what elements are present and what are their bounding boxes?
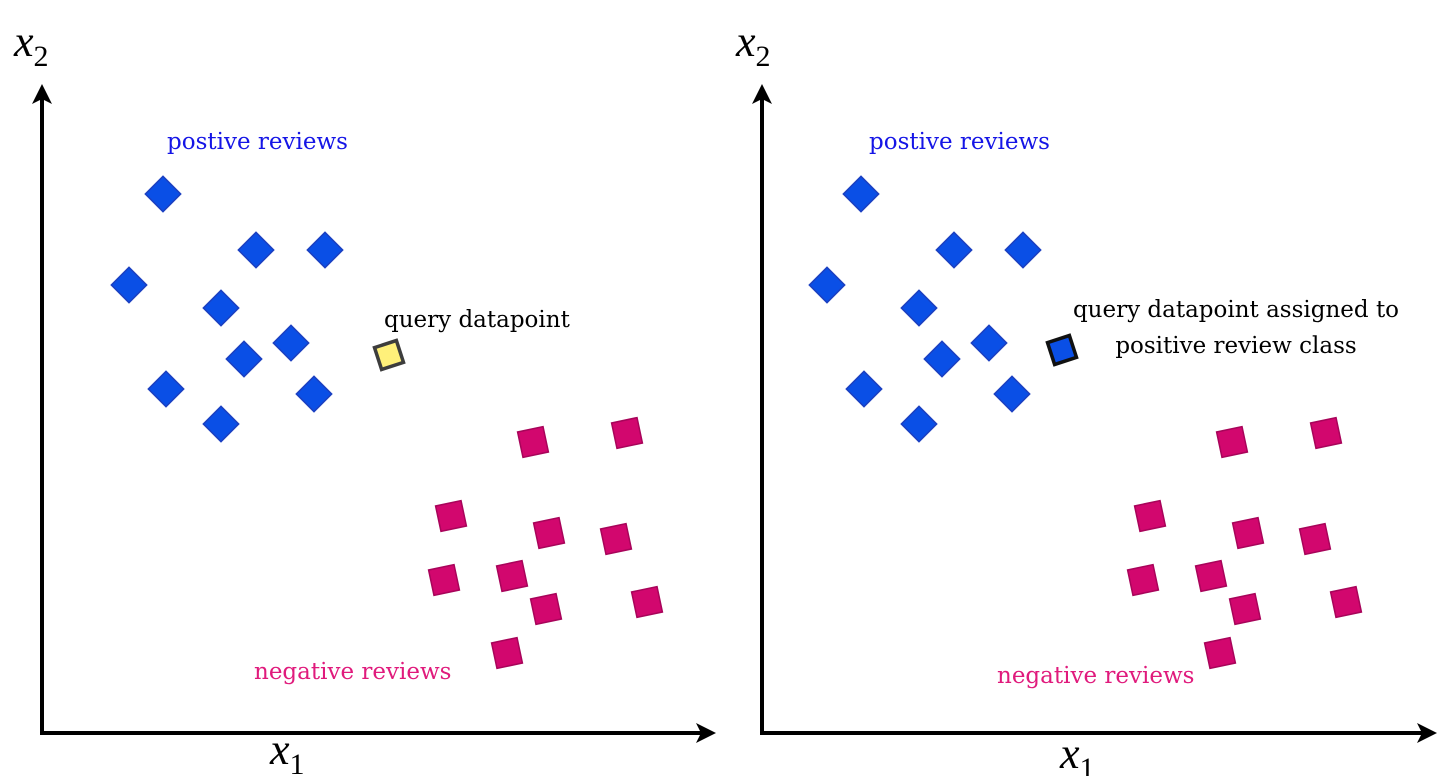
negative-point (1203, 636, 1237, 670)
positive-point (900, 289, 938, 327)
positive-point (202, 289, 240, 327)
negative-point (529, 592, 563, 626)
negative-point (610, 416, 644, 450)
positive-points (808, 175, 1042, 443)
positive-point (1004, 231, 1042, 269)
positive-point (295, 375, 333, 413)
positive-point (808, 266, 846, 304)
negative-point (516, 425, 550, 459)
negative-point (1194, 559, 1228, 593)
positive-point (147, 370, 185, 408)
negative-point (599, 522, 633, 556)
negative-point (532, 516, 566, 550)
positive-cluster-label: postive reviews (167, 129, 348, 155)
negative-point (1133, 499, 1167, 533)
x-axis-label: x1 (269, 725, 305, 776)
negative-points (427, 416, 664, 670)
query-point (372, 338, 406, 372)
negative-point (1309, 416, 1343, 450)
x-axis-label: x1 (1059, 729, 1095, 776)
positive-cluster-label: postive reviews (869, 129, 1050, 155)
positive-point (110, 266, 148, 304)
positive-point (202, 405, 240, 443)
positive-point (935, 231, 973, 269)
negative-point (1298, 522, 1332, 556)
negative-point (1228, 592, 1262, 626)
positive-point (900, 405, 938, 443)
negative-cluster-label: negative reviews (254, 659, 451, 685)
positive-point (144, 175, 182, 213)
y-axis-label: x2 (735, 17, 771, 73)
positive-point (306, 231, 344, 269)
panel-after: x2 x1 postive reviews negative reviews q… (735, 17, 1437, 776)
positive-point (842, 175, 880, 213)
negative-point (1126, 563, 1160, 597)
positive-point (845, 370, 883, 408)
panel-before: x2 x1 postive reviews negative reviews q… (13, 17, 716, 776)
positive-point (272, 324, 310, 362)
negative-cluster-label: negative reviews (997, 663, 1194, 689)
negative-point (427, 563, 461, 597)
negative-point (1329, 585, 1363, 619)
y-axis-label: x2 (13, 17, 49, 73)
positive-points (110, 175, 344, 443)
query-label: query datapoint assigned to (1073, 297, 1399, 323)
positive-point (993, 375, 1031, 413)
negative-point (434, 499, 468, 533)
positive-point (237, 231, 275, 269)
query-point (1045, 333, 1079, 367)
negative-points (1126, 416, 1363, 670)
query-label: positive review class (1115, 333, 1356, 359)
positive-point (225, 340, 263, 378)
negative-point (1231, 516, 1265, 550)
negative-point (1215, 425, 1249, 459)
negative-point (630, 585, 664, 619)
positive-point (970, 324, 1008, 362)
negative-point (490, 636, 524, 670)
positive-point (923, 340, 961, 378)
query-label: query datapoint (384, 307, 571, 333)
negative-point (495, 559, 529, 593)
